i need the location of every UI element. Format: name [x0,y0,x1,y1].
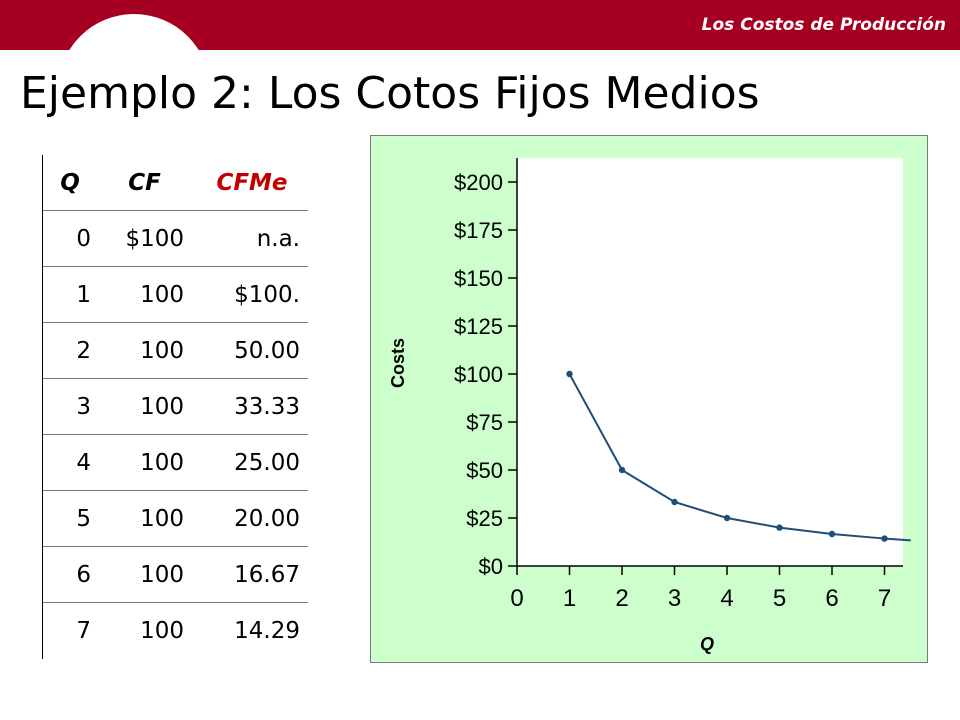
table-row: 0 $100 n.a. [43,211,308,267]
table-row: 6 100 16.67 [43,547,308,603]
table-cell-cf: $100 [125,225,184,252]
table-cell-cfme: 16.67 [234,561,300,588]
x-tick-label: 4 [720,585,733,612]
table-cell-cf: 100 [140,561,184,588]
table-cell-cfme: 50.00 [234,337,300,364]
table-cell-q: 3 [76,393,91,420]
data-point [671,498,678,506]
table-cell-cf: 100 [140,393,184,420]
y-tick-label: $25 [466,506,503,531]
table-row: 7 100 14.29 [43,603,308,659]
table-cell-q: 0 [76,225,91,252]
data-point [618,466,626,474]
data-point [723,514,731,522]
data-point [566,370,573,378]
header-decoration [58,14,210,50]
x-tick-label: 7 [878,585,891,612]
y-tick-label: $100 [454,362,503,387]
x-tick-label: 3 [668,585,681,612]
table-row: 3 100 33.33 [43,379,308,435]
chart-panel: $0 $25 $50 $75 $100 $125 $150 $175 $200 0 1 2 3 4 5 6 7 Q… [370,135,928,663]
y-axis-title: Costs [388,338,408,388]
column-header-cfme: CFMe [216,169,288,196]
table-cell-q: 5 [76,505,91,532]
table-cell-cf: 100 [140,449,184,476]
header-bar: Los Costos de Producción [0,0,960,50]
table-cell-q: 6 [76,561,91,588]
y-tick-label: $75 [466,410,503,435]
table-row: 4 100 25.00 [43,435,308,491]
slide-title: Ejemplo 2: Los Cotos Fijos Medios [20,68,760,119]
y-tick-label: $175 [454,218,503,243]
table-cell-cfme: 14.29 [234,618,300,644]
y-tick-label: $0 [479,554,503,579]
cost-table: Q CF CFMe 0 $100 n.a. 1 100 $100. 2 100 … [42,155,308,659]
afc-chart: $0 $25 $50 $75 $100 $125 $150 $175 $200 0 1 2 3 4 5 6 7 Q… [388,158,911,654]
table-row: 1 100 $100. [43,267,308,323]
table-cell-q: 7 [76,618,91,644]
x-tick-label: 6 [825,585,838,612]
table-cell-cf: 100 [140,505,184,532]
plot-area [517,158,903,566]
x-tick-label: 0 [510,585,523,612]
x-tick-label: 5 [773,585,786,612]
table-cell-cf: 100 [140,337,184,364]
cfme-line [568,373,911,542]
table-cell-cfme: n.a. [256,225,300,252]
table-cell-q: 1 [76,281,91,308]
table-cell-cf: 100 [140,618,184,644]
table-cell-cfme: 20.00 [234,505,300,532]
table-cell-cfme: $100. [234,281,300,308]
table-cell-cf: 100 [140,281,184,308]
table-cell-cfme: 33.33 [234,393,300,420]
table-cell-cfme: 25.00 [234,449,300,476]
x-tick-label: 2 [615,585,628,612]
table-row: 2 100 50.00 [43,323,308,379]
data-point [776,524,783,531]
x-axis-title: Q [700,634,714,654]
table-cell-q: 2 [76,337,91,364]
table-row: 5 100 20.00 [43,491,308,547]
column-header-cf: CF [128,169,161,196]
header-label: Los Costos de Producción [701,15,946,35]
data-point [881,535,888,542]
table-header-row: Q CF CFMe [43,155,308,211]
y-tick-label: $150 [454,266,503,291]
column-header-q: Q [60,169,80,196]
data-point [828,530,836,538]
x-tick-label: 1 [563,585,576,612]
table-cell-q: 4 [76,449,91,476]
y-tick-label: $125 [454,314,503,339]
y-tick-label: $50 [466,458,503,483]
y-tick-label: $200 [454,170,503,195]
